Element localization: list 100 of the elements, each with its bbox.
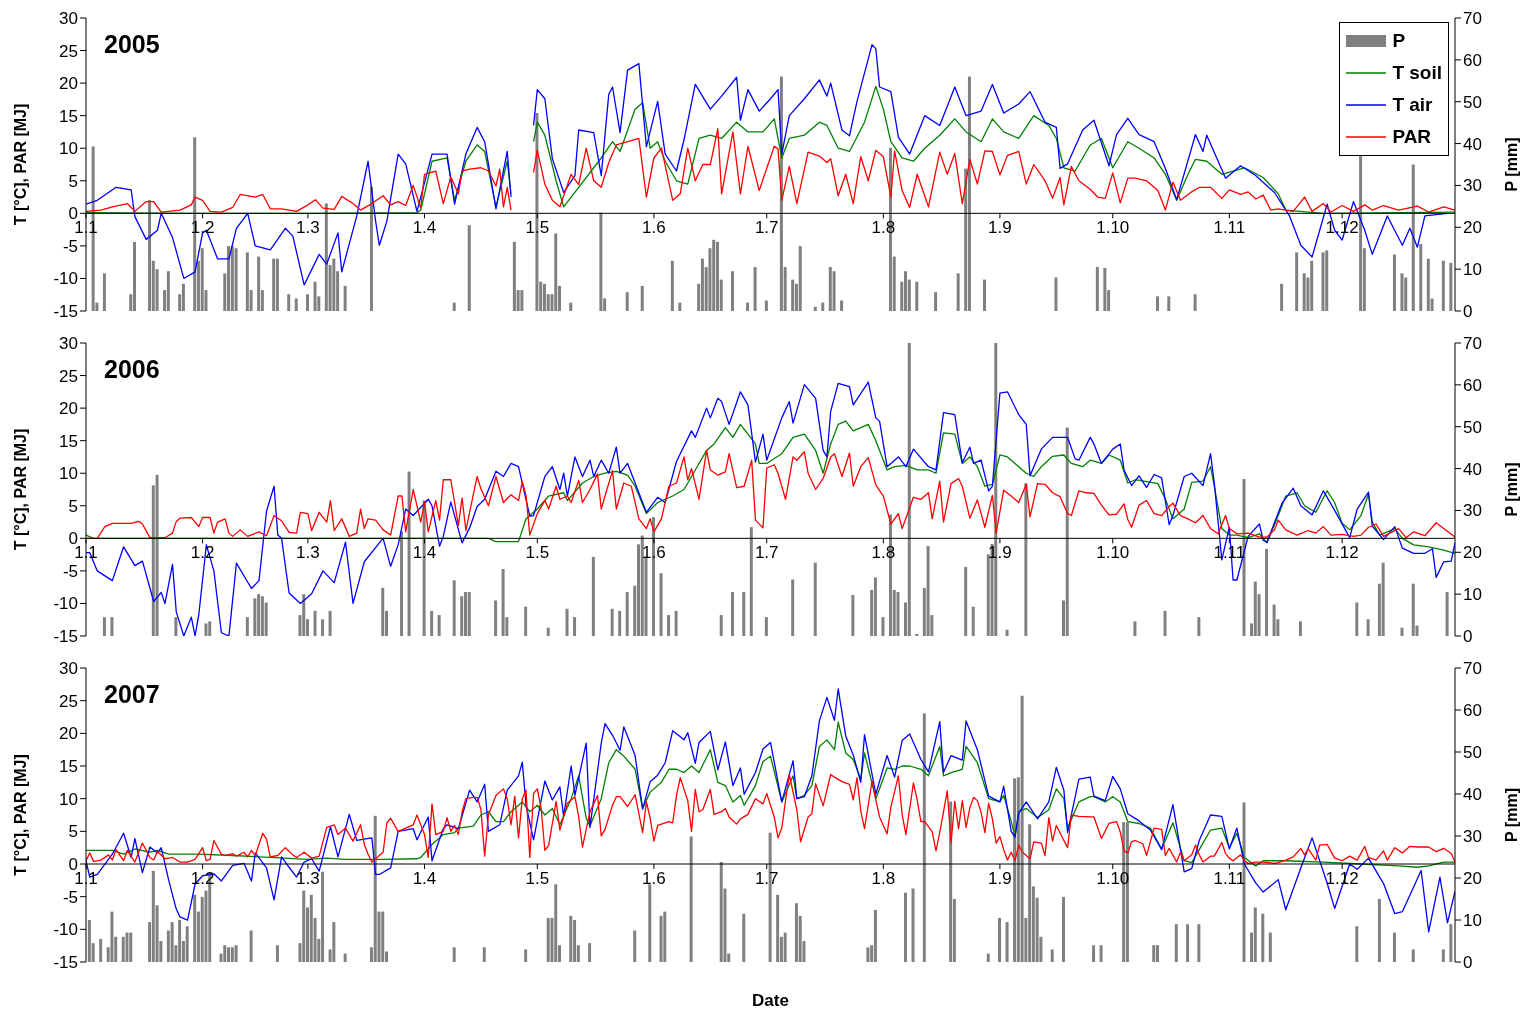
bar [998, 917, 1002, 962]
x-axis-title: Date [752, 991, 789, 1010]
bar [904, 892, 908, 962]
bar [753, 267, 757, 311]
bar [1355, 926, 1359, 962]
x-tick-label: 1.2 [190, 218, 215, 238]
bar [1163, 610, 1167, 636]
bar [452, 580, 456, 636]
bar [306, 294, 310, 311]
bar [1156, 296, 1159, 311]
bar [1133, 621, 1137, 636]
bar [185, 926, 189, 962]
bar [904, 271, 908, 311]
x-tick-label: 1.4 [412, 543, 437, 563]
bar [851, 594, 855, 636]
bar [324, 203, 328, 311]
y2-tick-label: 30 [1463, 501, 1482, 521]
bar [1321, 252, 1325, 311]
bar [1426, 258, 1430, 311]
bar [467, 592, 471, 636]
bar [749, 527, 753, 636]
bar [821, 302, 825, 311]
bar [731, 271, 735, 311]
bar [746, 302, 750, 311]
legend-label: T soil [1392, 62, 1442, 84]
y-tick-label: -15 [53, 302, 78, 322]
bar [460, 596, 464, 636]
y2-tick-label: 20 [1463, 869, 1482, 889]
y2-tick-label: 50 [1463, 417, 1482, 437]
y2-tick-label: 40 [1463, 459, 1482, 479]
x-tick-label: 1.8 [871, 543, 896, 563]
bar [1411, 164, 1415, 311]
bar [1445, 592, 1449, 636]
bar [840, 300, 844, 311]
bar [501, 569, 505, 636]
bar [573, 920, 577, 962]
bar [659, 915, 663, 962]
bar [1400, 627, 1404, 636]
bar [911, 888, 915, 962]
y-tick-label: 5 [68, 822, 78, 842]
x-tick-label: 1.11 [1213, 869, 1246, 888]
y-tick-label: 15 [59, 757, 78, 777]
x-tick-label: 1.10 [1096, 218, 1130, 238]
y2-axis-title: P [mm] [1502, 462, 1520, 517]
x-tick-label: 1.1 [74, 869, 98, 888]
bar [1186, 924, 1190, 962]
bar [828, 267, 832, 311]
y2-tick-label: 60 [1463, 50, 1482, 70]
bar [227, 947, 231, 962]
y-tick-label: 5 [68, 496, 78, 516]
y-tick-label: 15 [59, 431, 78, 451]
y2-tick-label: 30 [1463, 827, 1482, 847]
x-tick-label: 1.5 [525, 218, 550, 238]
bar [1061, 896, 1065, 962]
legend-label: PAR [1392, 126, 1432, 148]
y-tick-label: 10 [59, 139, 78, 159]
x-tick-label: 1.10 [1096, 869, 1130, 888]
x-tick-label: 1.1 [74, 218, 98, 238]
y-tick-label: 25 [59, 366, 78, 386]
legend-label: P [1392, 30, 1406, 52]
bar [178, 920, 182, 962]
y2-tick-label: 60 [1463, 701, 1482, 721]
bar [1050, 949, 1054, 962]
bar [1295, 252, 1299, 311]
bar [1054, 277, 1058, 311]
bar [588, 943, 592, 962]
bar [1065, 427, 1069, 636]
bar [1310, 260, 1314, 311]
y-tick-label: -15 [53, 627, 78, 647]
y2-axis-title: P [mm] [1502, 137, 1520, 192]
bar [249, 930, 253, 962]
bar [791, 279, 795, 311]
y2-tick-label: 10 [1463, 585, 1482, 605]
bar [983, 279, 986, 311]
y2-tick-label: 30 [1463, 176, 1482, 196]
bar [742, 592, 746, 636]
bar [813, 306, 817, 311]
bar [407, 471, 411, 636]
bar [343, 285, 347, 311]
bar [125, 932, 129, 962]
bar [1005, 922, 1009, 962]
y-tick-label: 20 [59, 74, 78, 94]
bar [193, 894, 197, 962]
bar [1411, 583, 1415, 636]
bar [956, 273, 960, 311]
bar [430, 610, 434, 636]
bar [866, 947, 870, 962]
bar [121, 936, 125, 962]
text: 2005 [104, 30, 160, 59]
bar [230, 947, 234, 962]
bar [776, 894, 780, 962]
y-tick-label: 30 [59, 659, 78, 679]
bar [129, 932, 133, 962]
bar [467, 225, 471, 311]
bar [328, 610, 332, 636]
bar [1302, 273, 1306, 311]
bar [719, 615, 723, 636]
bar [1103, 267, 1107, 311]
y-tick-label: -5 [62, 561, 78, 581]
bar [313, 610, 317, 636]
